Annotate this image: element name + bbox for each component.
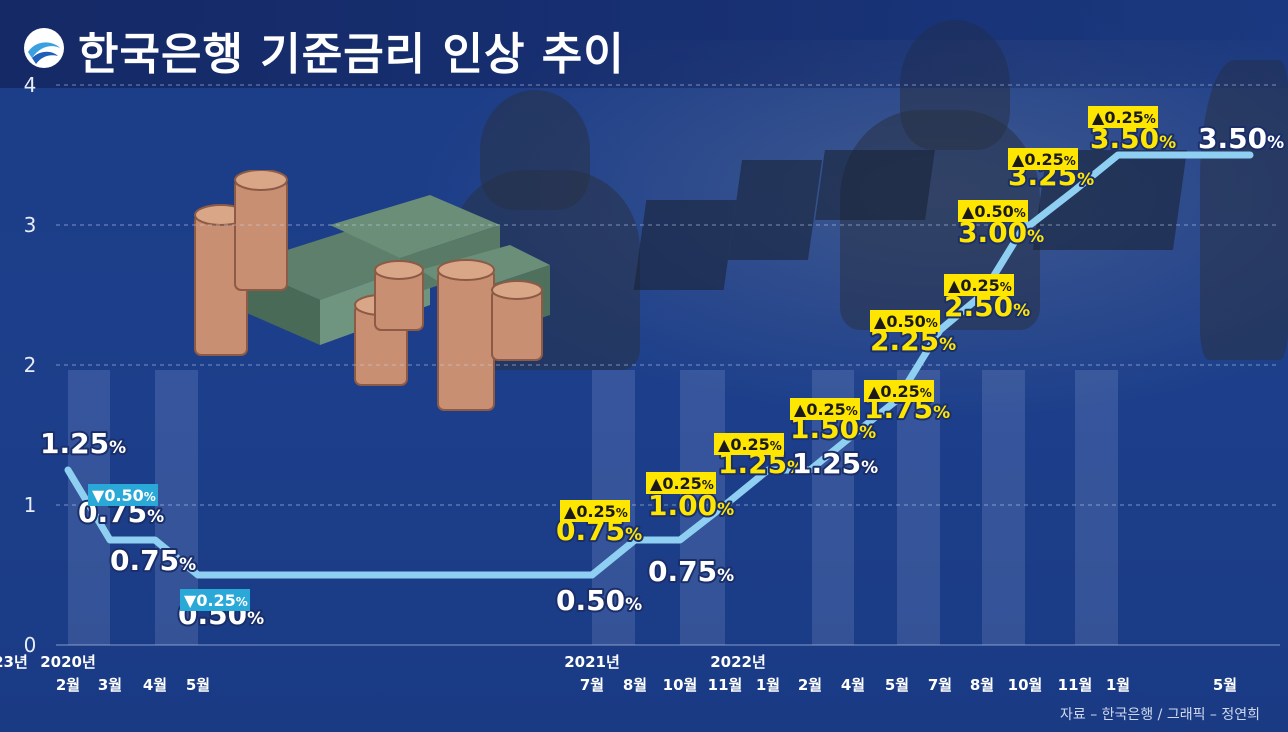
- change-badge: ▲0.25%: [1008, 148, 1078, 170]
- period-column: [982, 370, 1025, 645]
- change-badge-bg: [790, 398, 860, 420]
- x-tick-label: 7월: [580, 676, 604, 694]
- x-tick-label: 5월: [186, 676, 210, 694]
- change-badge-bg: [646, 472, 716, 494]
- change-badge-label: ▲0.25%: [650, 474, 714, 493]
- change-badge-label: ▲0.50%: [962, 202, 1026, 221]
- title-bar: [0, 0, 1288, 88]
- rate-line: [64, 151, 1254, 579]
- change-badge: ▲0.25%: [646, 472, 716, 494]
- change-badge: ▲0.50%: [958, 200, 1028, 222]
- change-badge-label: ▼0.25%: [184, 591, 248, 610]
- change-badge-label: ▲0.25%: [794, 400, 858, 419]
- bank-of-korea-logo-icon: [24, 28, 64, 68]
- x-tick-label: 10월: [663, 676, 698, 694]
- x-tick-label: 8월: [623, 676, 647, 694]
- x-tick-label: 4월: [841, 676, 865, 694]
- change-badge: ▲0.25%: [560, 500, 630, 522]
- change-badge-bg: [870, 310, 940, 332]
- y-tick-label: 1: [24, 493, 37, 517]
- change-badge: ▲0.25%: [944, 274, 1014, 296]
- value-label: 0.50%: [556, 584, 642, 617]
- x-tick-label: 11월: [708, 676, 743, 694]
- x-year-label: 2023년: [0, 653, 28, 671]
- change-badge-bg: [944, 274, 1014, 296]
- period-column: [1075, 370, 1118, 645]
- x-tick-label: 5월: [1213, 676, 1237, 694]
- x-tick-label: 1월: [1106, 676, 1130, 694]
- change-badge-bg: [1008, 148, 1078, 170]
- x-tick-label: 7월: [928, 676, 952, 694]
- y-tick-label: 3: [24, 213, 37, 237]
- change-badge: ▲0.25%: [790, 398, 860, 420]
- period-column: [897, 370, 940, 645]
- source-credit: 자료 – 한국은행 / 그래픽 – 정연희: [1060, 707, 1260, 723]
- change-badge-bg: [88, 484, 158, 506]
- y-tick-label: 2: [24, 353, 37, 377]
- background-person: [1200, 60, 1288, 360]
- change-badge-bg: [560, 500, 630, 522]
- x-tick-label: 10월: [1008, 676, 1043, 694]
- change-badge-label: ▲0.25%: [564, 502, 628, 521]
- y-tick-label: 4: [24, 73, 37, 97]
- change-badge-label: ▲0.25%: [718, 435, 782, 454]
- value-label: 1.25%: [40, 427, 126, 460]
- change-badge-label: ▲0.50%: [874, 312, 938, 331]
- x-tick-label: 5월: [885, 676, 909, 694]
- value-label: 3.50%: [1198, 122, 1284, 155]
- change-badge-label: ▲0.25%: [948, 276, 1012, 295]
- change-badge-label: ▼0.50%: [92, 486, 156, 505]
- x-year-label: 2022년: [710, 653, 766, 671]
- value-label: 0.75%: [648, 555, 734, 588]
- x-year-label: 2020년: [40, 653, 96, 671]
- change-badge: ▼0.25%: [180, 589, 250, 611]
- x-tick-label: 2월: [798, 676, 822, 694]
- x-year-label: 2021년: [564, 653, 620, 671]
- y-tick-label: 0: [24, 633, 37, 657]
- change-badge-bg: [864, 380, 934, 402]
- change-badge-bg: [1088, 106, 1158, 128]
- x-tick-label: 3월: [98, 676, 122, 694]
- change-badge-bg: [180, 589, 250, 611]
- x-tick-label: 4월: [143, 676, 167, 694]
- change-badge: ▲0.25%: [864, 380, 934, 402]
- x-tick-label: 1월: [756, 676, 780, 694]
- x-tick-label: 2월: [56, 676, 80, 694]
- x-tick-label: 8월: [970, 676, 994, 694]
- change-badge-bg: [714, 433, 784, 455]
- value-label: 1.25%: [792, 447, 878, 480]
- change-badge-label: ▲0.25%: [1012, 150, 1076, 169]
- change-badge: ▼0.50%: [88, 484, 158, 506]
- change-badge: ▲0.50%: [870, 310, 940, 332]
- change-badge-label: ▲0.25%: [868, 382, 932, 401]
- change-badge-bg: [958, 200, 1028, 222]
- x-tick-label: 11월: [1058, 676, 1093, 694]
- change-badge-label: ▲0.25%: [1092, 108, 1156, 127]
- change-badge: ▲0.25%: [714, 433, 784, 455]
- change-badge: ▲0.25%: [1088, 106, 1158, 128]
- value-label: 0.75%: [110, 544, 196, 577]
- chart-title: 한국은행 기준금리 인상 추이: [78, 29, 625, 80]
